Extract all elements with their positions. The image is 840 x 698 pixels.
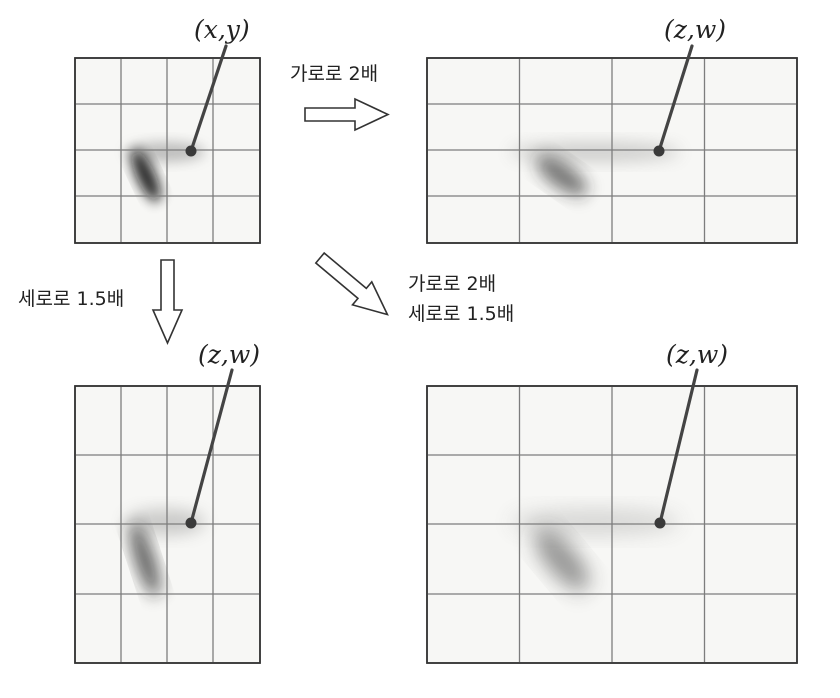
point-label-zw: (z,w): [666, 340, 728, 369]
pointer-line: [657, 44, 694, 153]
point-marker: [185, 145, 197, 157]
arrow-label-both-line1: 가로로 2배: [408, 273, 496, 295]
arrow-horizontal-scale: 가로로 2배: [290, 63, 390, 132]
arrow-label-horizontal: 가로로 2배: [290, 63, 378, 85]
panel-vertical-scaled: (z,w): [74, 340, 261, 664]
arrow-vertical-scale: 세로로 1.5배: [18, 259, 184, 345]
pointer-line: [189, 44, 228, 153]
down-arrow-icon: [151, 259, 184, 345]
diagonal-arrow-icon: [314, 251, 389, 316]
point-marker: [653, 145, 665, 157]
arrow-label-vertical: 세로로 1.5배: [18, 288, 124, 310]
panel-original: (x,y): [74, 15, 261, 244]
point-label-zw: (z,w): [664, 15, 726, 44]
blob-vertical: [125, 509, 205, 597]
blob-horizontal: [510, 142, 680, 196]
grid-lines: [75, 386, 260, 663]
point-marker: [654, 517, 666, 529]
point-label-zw: (z,w): [198, 340, 260, 369]
pointer-line: [189, 368, 234, 525]
grid-lines: [75, 58, 260, 243]
arrow-both-scale: 가로로 2배 세로로 1.5배: [314, 251, 514, 325]
arrow-label-both-line2: 세로로 1.5배: [408, 303, 514, 325]
right-arrow-icon: [304, 97, 390, 132]
point-label-xy: (x,y): [194, 15, 250, 44]
pointer-line: [658, 368, 699, 525]
blob-original: [125, 142, 205, 202]
blob-both: [510, 509, 680, 591]
grid-lines: [427, 58, 797, 243]
panel-horizontal-scaled: (z,w): [426, 15, 798, 244]
grid-lines: [427, 386, 797, 663]
point-marker: [185, 517, 197, 529]
panel-both-scaled: (z,w): [426, 340, 798, 664]
